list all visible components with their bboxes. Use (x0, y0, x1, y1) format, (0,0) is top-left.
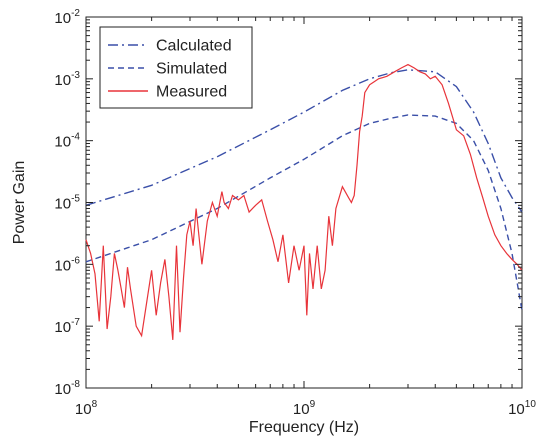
y-tick-label: 10-2 (54, 8, 80, 27)
x-tick-label: 109 (293, 399, 316, 418)
series-layer (85, 63, 523, 340)
x-axis-label: Frequency (Hz) (249, 419, 359, 436)
y-tick-label: 10-5 (54, 194, 80, 213)
y-tick-label: 10-4 (54, 132, 80, 151)
x-tick-label: 1010 (508, 399, 536, 418)
y-axis-label: Power Gain (11, 161, 28, 245)
y-tick-label: 10-7 (54, 317, 80, 336)
series-line-measured (85, 63, 523, 340)
series-line-simulated (85, 114, 523, 311)
legend-label-simulated: Simulated (156, 61, 227, 78)
legend-label-calculated: Calculated (156, 38, 232, 55)
y-tick-label: 10-3 (54, 70, 80, 89)
x-tick-label: 108 (75, 399, 98, 418)
series-line-calculated (85, 69, 523, 213)
y-tick-label: 10-8 (54, 379, 80, 398)
legend: Calculated Simulated Measured (99, 26, 253, 109)
legend-box (99, 26, 253, 109)
legend-label-measured: Measured (156, 84, 227, 101)
axes-layer: 108 109 1010 10-8 10-7 10-6 10-5 10-4 10-3 10-2 (54, 8, 536, 418)
y-tick-label: 10-6 (54, 255, 80, 274)
